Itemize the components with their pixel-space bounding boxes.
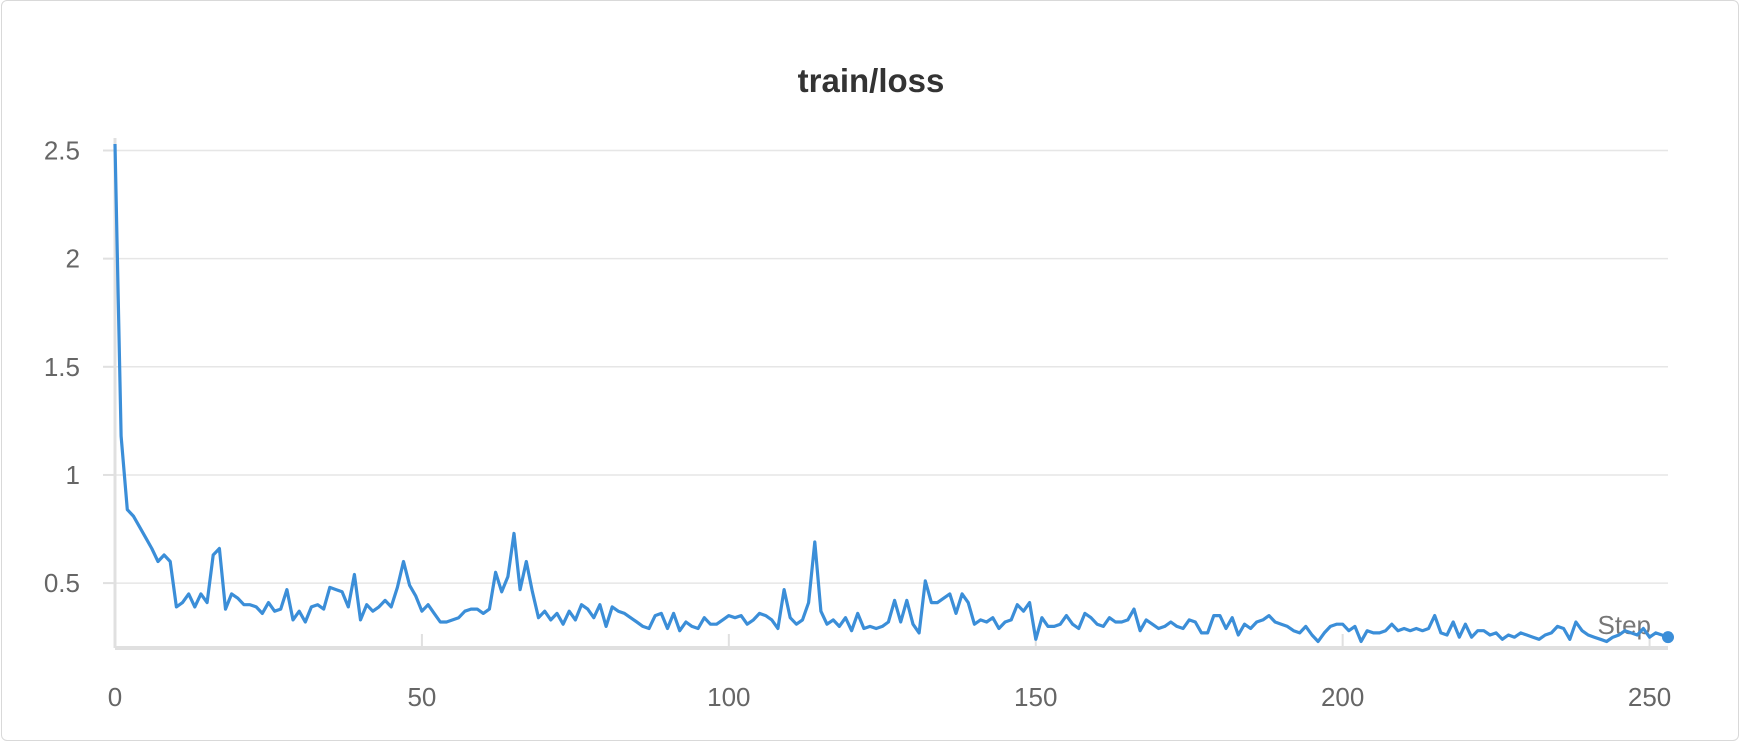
x-tick-label: 200 <box>1321 682 1364 712</box>
y-tick-label: 0.5 <box>44 568 80 598</box>
x-tick-label: 0 <box>108 682 122 712</box>
chart-title: train/loss <box>797 62 945 99</box>
x-axis-label: Step <box>1598 610 1652 640</box>
series-line <box>113 143 1669 644</box>
series-end-point <box>1662 631 1674 644</box>
x-tick-label: 250 <box>1628 682 1671 712</box>
grid-lines <box>115 149 1668 584</box>
y-axis-ticks: 0.5 1 1.5 2 2.5 <box>44 135 115 598</box>
y-tick-label: 2 <box>66 244 80 274</box>
x-tick-label: 50 <box>407 682 436 712</box>
x-tick-label: 150 <box>1014 682 1057 712</box>
x-axis-ticks: 0 50 100 150 200 250 <box>108 634 1671 712</box>
x-tick-label: 100 <box>707 682 750 712</box>
y-tick-label: 1 <box>66 460 80 490</box>
y-tick-label: 2.5 <box>44 135 80 165</box>
y-tick-label: 1.5 <box>44 352 80 382</box>
